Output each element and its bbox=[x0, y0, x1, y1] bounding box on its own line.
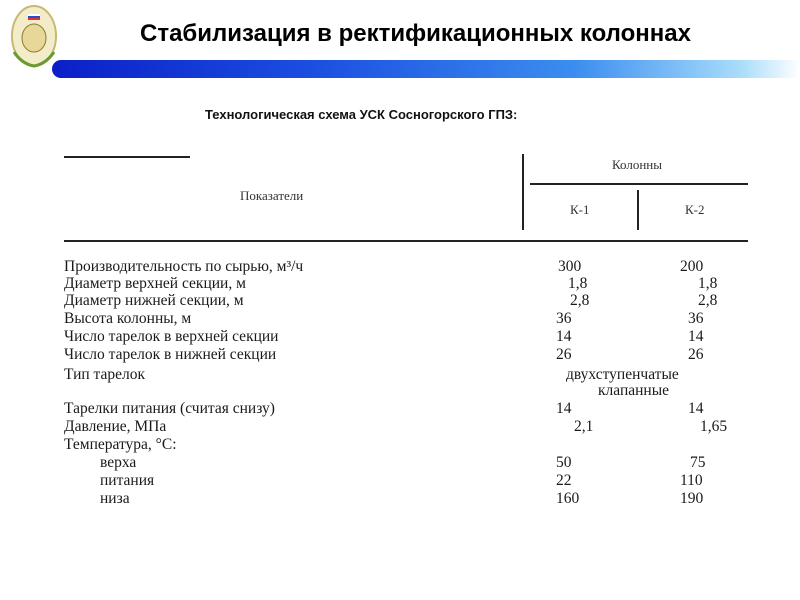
value-k1: 1,8 bbox=[568, 275, 588, 292]
value-shared: двухступенчатые bbox=[566, 366, 679, 383]
row-label: низа bbox=[100, 490, 130, 507]
value-k1: 14 bbox=[556, 400, 572, 417]
value-k2: 14 bbox=[688, 400, 704, 417]
value-k1: 26 bbox=[556, 346, 572, 363]
header-columns-group: Колонны bbox=[612, 157, 662, 172]
value-k2: 1,65 bbox=[700, 418, 728, 435]
value-k1: 160 bbox=[556, 490, 580, 507]
row-label: Тарелки питания (считая снизу) bbox=[64, 400, 275, 417]
row-label: питания bbox=[100, 472, 155, 489]
value-k2: 110 bbox=[680, 472, 703, 489]
header-k2: К-2 bbox=[685, 202, 705, 217]
value-shared: клапанные bbox=[598, 382, 669, 399]
value-k2: 26 bbox=[688, 346, 704, 363]
value-k2: 190 bbox=[680, 490, 704, 507]
value-k1: 2,8 bbox=[570, 292, 590, 309]
table-top-rule bbox=[64, 156, 190, 158]
row-label: верха bbox=[100, 454, 137, 471]
value-k1: 300 bbox=[558, 258, 582, 275]
row-label: Давление, МПа bbox=[64, 418, 167, 435]
row-label: Диаметр нижней секции, м bbox=[64, 292, 244, 309]
value-k2: 1,8 bbox=[698, 275, 718, 292]
row-label: Тип тарелок bbox=[64, 366, 146, 383]
value-k2: 36 bbox=[688, 310, 704, 327]
row-label: Высота колонны, м bbox=[64, 310, 192, 327]
column-divider bbox=[637, 190, 639, 230]
row-label: Диаметр верхней секции, м bbox=[64, 275, 246, 292]
value-k1: 14 bbox=[556, 328, 572, 345]
value-k2: 14 bbox=[688, 328, 704, 345]
header-indicators: Показатели bbox=[240, 188, 304, 203]
value-k2: 2,8 bbox=[698, 292, 718, 309]
slide-title: Стабилизация в ректификационных колоннах bbox=[140, 20, 691, 47]
university-logo bbox=[8, 2, 60, 74]
header-k1: К-1 bbox=[570, 202, 590, 217]
row-label: Температура, °С: bbox=[64, 436, 177, 453]
header-bottom-rule bbox=[64, 240, 748, 242]
value-k1: 22 bbox=[556, 472, 572, 489]
row-label: Число тарелок в нижней секции bbox=[64, 346, 277, 363]
column-divider bbox=[522, 154, 524, 230]
row-label: Число тарелок в верхней секции bbox=[64, 328, 279, 345]
value-k2: 200 bbox=[680, 258, 704, 275]
value-k1: 36 bbox=[556, 310, 572, 327]
row-label: Производительность по сырью, м³/ч bbox=[64, 258, 304, 275]
value-k2: 75 bbox=[690, 454, 706, 471]
slide-subtitle: Технологическая схема УСК Сосногорского … bbox=[205, 107, 518, 122]
group-rule bbox=[530, 183, 748, 185]
value-k1: 2,1 bbox=[574, 418, 594, 435]
value-k1: 50 bbox=[556, 454, 572, 471]
title-gradient-bar bbox=[52, 60, 800, 78]
